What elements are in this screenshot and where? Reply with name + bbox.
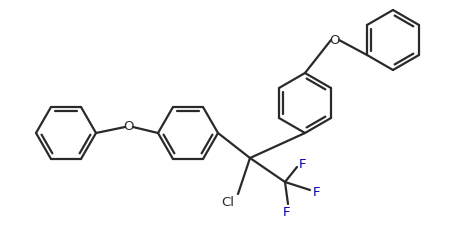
Text: F: F [312,186,320,198]
Text: O: O [330,34,340,46]
Text: F: F [282,206,290,218]
Text: Cl: Cl [222,196,234,208]
Text: F: F [298,158,306,172]
Text: O: O [124,120,134,134]
